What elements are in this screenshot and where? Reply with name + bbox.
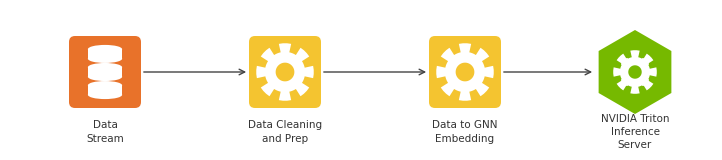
Bar xyxy=(88,85,122,95)
FancyBboxPatch shape xyxy=(69,36,141,108)
Bar xyxy=(88,67,122,77)
Text: Data Cleaning
and Prep: Data Cleaning and Prep xyxy=(248,120,322,144)
Text: NVIDIA Triton
Inference
Server: NVIDIA Triton Inference Server xyxy=(601,114,669,150)
Text: Data
Stream: Data Stream xyxy=(86,120,124,144)
Polygon shape xyxy=(628,65,642,79)
FancyBboxPatch shape xyxy=(249,36,321,108)
Ellipse shape xyxy=(88,54,122,63)
Ellipse shape xyxy=(88,45,122,53)
Polygon shape xyxy=(276,63,295,81)
Ellipse shape xyxy=(88,63,122,72)
Polygon shape xyxy=(256,43,314,101)
Ellipse shape xyxy=(88,91,122,99)
Ellipse shape xyxy=(88,81,122,90)
Bar xyxy=(88,49,122,59)
Polygon shape xyxy=(599,30,671,114)
Ellipse shape xyxy=(88,72,122,81)
Polygon shape xyxy=(613,50,657,94)
Text: Data to GNN
Embedding: Data to GNN Embedding xyxy=(432,120,497,144)
Polygon shape xyxy=(436,43,494,101)
Polygon shape xyxy=(456,63,474,81)
FancyBboxPatch shape xyxy=(429,36,501,108)
